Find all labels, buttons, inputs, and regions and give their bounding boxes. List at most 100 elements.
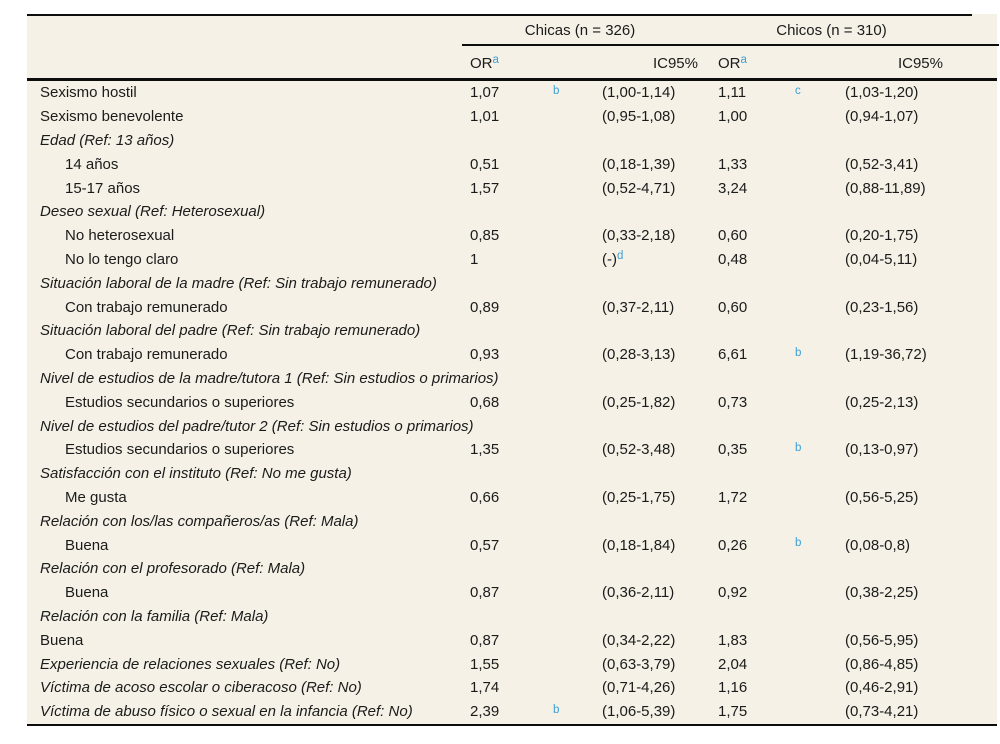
or-value-chicas: 1 bbox=[470, 250, 479, 268]
ci-value-chicos: (1,19-36,72) bbox=[845, 346, 927, 364]
or-value-chicos: 1,00 bbox=[718, 108, 748, 126]
ci-value-chicas: (0,28-3,13) bbox=[602, 346, 676, 364]
significance-superscript-chicos bbox=[793, 271, 843, 295]
row-tail-spacer bbox=[945, 533, 997, 557]
row-tail-spacer bbox=[945, 176, 997, 200]
bottom-rule bbox=[27, 724, 997, 726]
significance-superscript-chicos: b bbox=[795, 346, 802, 359]
significance-superscript-chicos bbox=[793, 248, 843, 272]
significance-superscript-chicos bbox=[793, 414, 843, 438]
row-label: 14 años bbox=[65, 155, 119, 173]
ci-value-chicos: (0,08-0,8) bbox=[845, 536, 911, 554]
or-value-chicos: 0,35 bbox=[718, 441, 748, 459]
ci-value-chicos: (0,94-1,07) bbox=[845, 108, 919, 126]
row-tail-spacer bbox=[945, 319, 997, 343]
row-label: Estudios secundarios o superiores bbox=[65, 393, 295, 411]
ci-value-chicas: (1,00-1,14) bbox=[602, 84, 676, 102]
ci-value-chicos bbox=[843, 271, 945, 295]
row-tail-spacer bbox=[945, 271, 997, 295]
row-label: Con trabajo remunerado bbox=[65, 298, 228, 316]
or-value-chicas bbox=[460, 462, 551, 486]
significance-superscript-chicos bbox=[793, 152, 843, 176]
significance-superscript-chicas bbox=[551, 605, 600, 629]
ci-value-chicos bbox=[843, 414, 945, 438]
group-header-spacer bbox=[27, 14, 460, 46]
or-value-chicos bbox=[700, 319, 793, 343]
ci-value-chicos: (0,46-2,91) bbox=[845, 679, 919, 697]
row-tail-spacer bbox=[945, 224, 997, 248]
or-value-chicos: 0,73 bbox=[718, 393, 748, 411]
ci-value-chicos bbox=[843, 557, 945, 581]
significance-superscript-chicos bbox=[793, 581, 843, 605]
row-tail-spacer bbox=[945, 486, 997, 510]
table-row: Nivel de estudios del padre/tutor 2 (Ref… bbox=[27, 414, 997, 438]
significance-superscript-chicas bbox=[551, 295, 600, 319]
ci-value-chicas bbox=[600, 367, 700, 391]
or-value-chicas: 1,74 bbox=[470, 679, 500, 697]
ci-value-chicas: (0,18-1,84) bbox=[602, 536, 676, 554]
or-value-chicas: 0,57 bbox=[470, 536, 500, 554]
row-label: Buena bbox=[65, 584, 109, 602]
table-row: Sexismo benevolente 1,01 (0,95-1,08) 1,0… bbox=[27, 105, 997, 129]
row-tail-spacer bbox=[945, 700, 997, 724]
row-tail-spacer bbox=[945, 343, 997, 367]
ci-value-chicas bbox=[600, 200, 700, 224]
row-tail-spacer bbox=[945, 200, 997, 224]
or-value-chicas: 0,87 bbox=[470, 631, 500, 649]
row-label: Buena bbox=[40, 631, 84, 649]
row-label: Edad (Ref: 13 años) bbox=[40, 131, 175, 149]
ci-value-chicas: (0,37-2,11) bbox=[602, 298, 675, 316]
figure-regression-table: Chicas (n = 326) Chicos (n = 310) ORa IC… bbox=[27, 14, 999, 726]
or-value-chicas: 0,93 bbox=[470, 346, 500, 364]
row-label: Me gusta bbox=[65, 488, 127, 506]
row-tail-spacer bbox=[945, 557, 997, 581]
ci-value-chicos: (0,86-4,85) bbox=[845, 655, 919, 673]
significance-superscript-chicas bbox=[551, 105, 600, 129]
or-value-chicos: 0,60 bbox=[718, 227, 748, 245]
or-value-chicas bbox=[460, 319, 551, 343]
row-tail-spacer bbox=[945, 105, 997, 129]
row-label: Con trabajo remunerado bbox=[65, 346, 228, 364]
ci-value-chicas bbox=[600, 557, 700, 581]
or-value-chicos bbox=[700, 414, 793, 438]
ci-value-chicos: (0,20-1,75) bbox=[845, 227, 919, 245]
table-row: Con trabajo remunerado 0,89 (0,37-2,11) … bbox=[27, 295, 997, 319]
significance-superscript-chicas bbox=[551, 557, 600, 581]
significance-superscript-chicos bbox=[793, 676, 843, 700]
or-value-chicos bbox=[700, 129, 793, 153]
footnote-a-superscript: a bbox=[740, 54, 747, 67]
significance-superscript-chicos bbox=[793, 129, 843, 153]
ci-value-chicas: (0,95-1,08) bbox=[602, 108, 676, 126]
row-label: No heterosexual bbox=[65, 227, 175, 245]
or-value-chicas bbox=[460, 271, 551, 295]
row-tail-spacer bbox=[945, 367, 997, 391]
significance-superscript-chicos bbox=[793, 176, 843, 200]
ci-value-chicos: (0,25-2,13) bbox=[845, 393, 919, 411]
table-row: Víctima de abuso físico o sexual en la i… bbox=[27, 700, 997, 724]
table-row: Relación con los/las compañeros/as (Ref:… bbox=[27, 509, 997, 533]
row-tail-spacer bbox=[945, 152, 997, 176]
or-value-chicos bbox=[700, 557, 793, 581]
table-row: Relación con la familia (Ref: Mala) bbox=[27, 605, 997, 629]
ci-value-chicas bbox=[600, 319, 700, 343]
table-row: Con trabajo remunerado 0,93 (0,28-3,13) … bbox=[27, 343, 997, 367]
or-value-chicos: 1,16 bbox=[718, 679, 748, 697]
or-value-chicos: 6,61 bbox=[718, 346, 748, 364]
row-tail-spacer bbox=[945, 605, 997, 629]
ci-value-chicas: (1,06-5,39) bbox=[602, 703, 676, 721]
ci-value-chicas: (0,52-4,71) bbox=[602, 179, 676, 197]
or-value-chicos bbox=[700, 271, 793, 295]
significance-superscript-chicas bbox=[551, 486, 600, 510]
row-label: Estudios secundarios o superiores bbox=[65, 441, 295, 459]
significance-superscript-chicos bbox=[793, 105, 843, 129]
or-value-chicas: 0,85 bbox=[470, 227, 500, 245]
significance-superscript-chicas bbox=[551, 367, 600, 391]
or-value-chicas: 0,66 bbox=[470, 488, 500, 506]
or-header-chicas: ORa bbox=[470, 54, 499, 72]
footnote-superscript: d bbox=[617, 250, 624, 263]
or-value-chicos: 1,33 bbox=[718, 155, 748, 173]
row-label: Víctima de acoso escolar o ciberacoso (R… bbox=[40, 679, 362, 697]
row-label: Situación laboral de la madre (Ref: Sin … bbox=[40, 274, 437, 292]
ci-value-chicos bbox=[843, 605, 945, 629]
table-row: Experiencia de relaciones sexuales (Ref:… bbox=[27, 652, 997, 676]
